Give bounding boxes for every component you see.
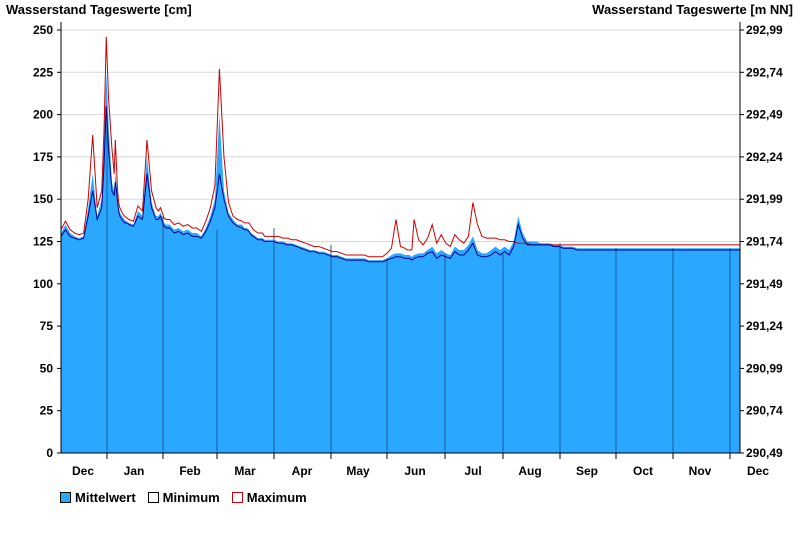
y-tick-label-10: 250 <box>33 23 53 37</box>
right-axis-title: Wasserstand Tageswerte [m NN] <box>592 2 793 17</box>
y2-tick-label-5: 291,74 <box>746 235 783 249</box>
y2-tick-label-6: 291,99 <box>746 192 783 206</box>
y2-tick-label-3: 291,24 <box>746 319 783 333</box>
x-tick-label-0: Dec <box>72 464 94 478</box>
x-tick-label-1: Jan <box>124 464 145 478</box>
y2-tick-label-9: 292,74 <box>746 65 783 79</box>
y2-tick-label-2: 290,99 <box>746 361 783 375</box>
legend-label-mean: Mittelwert <box>75 490 136 505</box>
y-tick-label-5: 125 <box>33 235 53 249</box>
x-tick-label-7: Jul <box>464 464 481 478</box>
x-tick-label-8: Aug <box>518 464 541 478</box>
y-tick-label-3: 75 <box>40 319 54 333</box>
y-tick-label-4: 100 <box>33 277 53 291</box>
x-tick-label-3: Mar <box>234 464 256 478</box>
y-tick-label-6: 150 <box>33 192 53 206</box>
series-mittelwert-area <box>61 72 740 454</box>
legend-label-max: Maximum <box>246 490 307 505</box>
y2-tick-label-10: 292,99 <box>746 23 783 37</box>
legend-item-min: Minimum <box>147 490 220 505</box>
legend: Mittelwert Minimum Maximum <box>60 490 307 505</box>
legend-item-mean: Mittelwert <box>60 490 136 505</box>
x-tick-label-5: May <box>346 464 370 478</box>
y2-tick-label-4: 291,49 <box>746 277 783 291</box>
x-tick-label-9: Sep <box>576 464 598 478</box>
y-tick-label-7: 175 <box>33 150 53 164</box>
y2-tick-label-7: 292,24 <box>746 150 783 164</box>
x-tick-label-4: Apr <box>292 464 313 478</box>
x-tick-label-11: Nov <box>689 464 712 478</box>
series-minimum-line <box>60 106 740 263</box>
series-maximum-line <box>60 36 740 258</box>
legend-swatch-mean <box>60 492 71 503</box>
legend-swatch-max <box>231 492 243 503</box>
x-tick-label-10: Oct <box>633 464 653 478</box>
legend-item-max: Maximum <box>231 490 307 505</box>
y2-tick-label-1: 290,74 <box>746 404 783 418</box>
y-tick-label-0: 0 <box>46 446 53 460</box>
x-tick-label-6: Jun <box>404 464 425 478</box>
x-tick-label-12: Dec <box>747 464 769 478</box>
x-tick-label-2: Feb <box>179 464 200 478</box>
legend-swatch-min <box>147 492 159 503</box>
legend-label-min: Minimum <box>162 490 220 505</box>
y2-tick-label-8: 292,49 <box>746 108 783 122</box>
y-tick-label-9: 225 <box>33 65 53 79</box>
y-tick-label-1: 25 <box>40 404 54 418</box>
y2-tick-label-0: 290,49 <box>746 446 783 460</box>
y-tick-label-2: 50 <box>40 361 54 375</box>
left-axis-title: Wasserstand Tageswerte [cm] <box>6 2 192 17</box>
y-tick-label-8: 200 <box>33 108 53 122</box>
